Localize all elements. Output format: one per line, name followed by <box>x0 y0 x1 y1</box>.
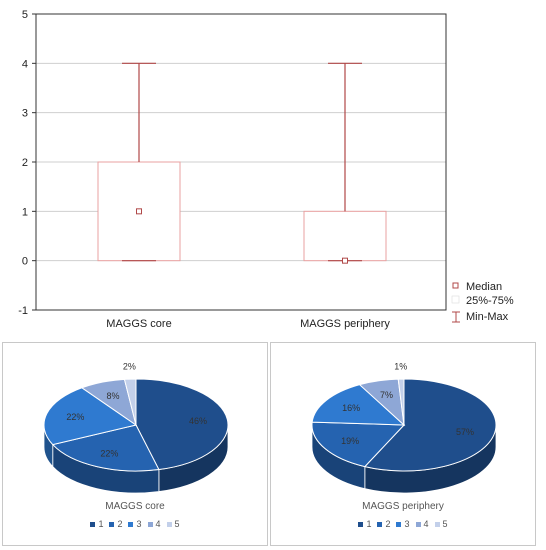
legend-label: 3 <box>136 519 142 529</box>
y-tick-label: -1 <box>18 305 28 317</box>
pie-data-label: 19% <box>341 436 359 446</box>
legend-label: 2 <box>385 519 391 529</box>
legend-median-label: Median <box>466 281 502 293</box>
legend-swatch <box>147 522 153 528</box>
y-tick-label: 3 <box>22 108 28 120</box>
x-tick-label: MAGGS periphery <box>300 318 390 330</box>
pie-legend-core: 1 2 3 4 5 <box>3 519 267 529</box>
pie-data-label: 1% <box>394 362 407 372</box>
legend-item-3: 3 <box>396 519 410 529</box>
pie-data-label: 22% <box>100 448 118 458</box>
pie-title-periphery: MAGGS periphery <box>362 501 444 512</box>
legend-label: 1 <box>98 519 104 529</box>
pie-slice-3 <box>311 384 406 426</box>
legend-swatch <box>128 522 134 528</box>
pie-data-label: 46% <box>189 416 207 426</box>
pie-chart-core: 46% 22% 22% 8% 2% <box>43 362 229 494</box>
pie-chart-periphery: 57% 19% 16% 7% 1% <box>311 362 497 494</box>
legend-label: 3 <box>404 519 410 529</box>
pie-panel-core: 46% 22% 22% 8% 2% MAGGS core 1 2 3 4 5 <box>2 342 268 546</box>
legend-item-4: 4 <box>415 519 429 529</box>
legend-item-5: 5 <box>434 519 448 529</box>
box-plot: -1 0 1 2 3 4 5 MAGGS core MAGGS periphery Median 2… <box>18 9 514 330</box>
x-tick-label: MAGGS core <box>106 318 171 330</box>
legend-iqr-label: 25%-75% <box>466 295 514 307</box>
pie-legend-periphery: 1 2 3 4 5 <box>271 519 535 529</box>
legend-item-1: 1 <box>90 519 103 529</box>
legend-item-1: 1 <box>358 519 371 529</box>
pie-slice-1 <box>363 378 497 472</box>
pie-title-core: MAGGS core <box>105 501 165 512</box>
legend-iqr-swatch <box>451 295 460 304</box>
pie-slice-5 <box>123 378 137 426</box>
legend-swatch <box>358 522 364 528</box>
legend-swatch <box>415 522 421 528</box>
legend-median-swatch <box>452 282 459 289</box>
legend-label: 4 <box>155 519 161 529</box>
legend-label: 5 <box>442 519 448 529</box>
legend-item-2: 2 <box>377 519 390 529</box>
legend-label: 5 <box>174 519 180 529</box>
legend-swatch <box>396 522 402 528</box>
legend-swatch <box>377 522 383 528</box>
pie-data-label: 8% <box>106 391 119 401</box>
pie-slice-2 <box>311 421 406 468</box>
legend-swatch <box>434 522 440 528</box>
legend-label: 1 <box>366 519 372 529</box>
y-tick-label: 1 <box>22 206 28 218</box>
y-tick-label: 2 <box>22 157 28 169</box>
pie-slice-5 <box>397 378 405 426</box>
pie-slice-1 <box>135 378 229 471</box>
pie-panel-periphery: 57% 19% 16% 7% 1% MAGGS periphery 1 2 3 4 5 <box>270 342 536 546</box>
y-tick-label: 0 <box>22 256 28 268</box>
y-tick-label: 4 <box>22 58 28 70</box>
iqr-box <box>303 210 387 262</box>
pie-data-label: 57% <box>456 427 474 437</box>
pie-data-label: 22% <box>66 412 84 422</box>
median-marker <box>136 208 142 215</box>
pie-slice-3 <box>43 387 138 446</box>
legend-label: 2 <box>117 519 123 529</box>
legend-swatch <box>166 522 172 528</box>
legend-label: 4 <box>423 519 429 529</box>
legend-swatch <box>90 522 96 528</box>
median-marker <box>342 257 348 264</box>
legend-item-3: 3 <box>128 519 142 529</box>
legend-item-2: 2 <box>109 519 122 529</box>
plot-frame <box>35 13 447 311</box>
pie-slice-2 <box>51 424 160 472</box>
legend-minmax-label: Min-Max <box>466 311 509 323</box>
legend-item-5: 5 <box>166 519 180 529</box>
pie-data-label: 16% <box>342 403 360 413</box>
pie-data-label: 7% <box>380 390 393 400</box>
legend-swatch <box>109 522 115 528</box>
pie-data-label: 2% <box>123 362 136 372</box>
legend-item-4: 4 <box>147 519 161 529</box>
y-tick-label: 5 <box>22 9 28 21</box>
